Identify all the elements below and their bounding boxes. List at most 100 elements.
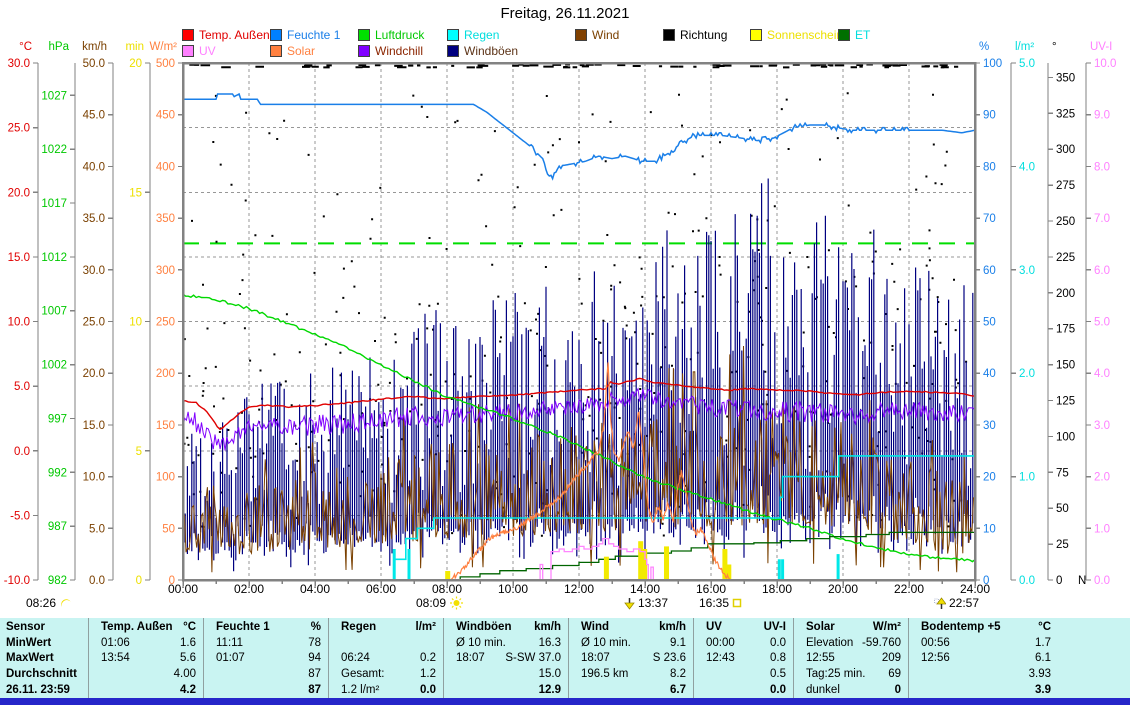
svg-text:987: 987 [48, 521, 67, 533]
table-filler-cell [1058, 635, 1130, 651]
svg-text:3.0: 3.0 [1094, 420, 1110, 432]
table-cell [328, 635, 443, 651]
svg-text:2.0: 2.0 [1019, 368, 1035, 380]
table-cell: 18:07S-SW 37.0 [443, 651, 568, 667]
moon-icon [59, 597, 73, 609]
svg-text:45.0: 45.0 [83, 110, 105, 122]
svg-text:75: 75 [1056, 467, 1069, 479]
axis-unit-label: min [125, 41, 144, 53]
rain-bars [393, 549, 840, 580]
x-axis-label: 02:00 [226, 582, 272, 596]
table-row-label: MinWert [0, 635, 88, 651]
svg-text:100: 100 [1056, 431, 1075, 443]
svg-text:300: 300 [1056, 144, 1075, 156]
svg-text:90: 90 [983, 110, 996, 122]
table-row-label: Durchschnitt [0, 666, 88, 682]
svg-text:300: 300 [156, 265, 175, 277]
arrow-down-icon [624, 597, 635, 610]
svg-text:50: 50 [1056, 503, 1069, 515]
svg-text:250: 250 [156, 317, 175, 329]
table-cell: 11:1178 [203, 635, 328, 651]
table-cell: 01:0794 [203, 651, 328, 667]
table-cell: 06:240.2 [328, 651, 443, 667]
svg-text:450: 450 [156, 110, 175, 122]
table-cell: Ø 10 min.9.1 [568, 635, 693, 651]
svg-text:4.0: 4.0 [1019, 161, 1035, 173]
svg-text:3.0: 3.0 [1019, 265, 1035, 277]
svg-text:25: 25 [1056, 539, 1069, 551]
svg-text:1.0: 1.0 [1019, 472, 1035, 484]
svg-text:60: 60 [983, 265, 996, 277]
moon-up-annotation: 22:57 [934, 596, 979, 610]
svg-text:30.0: 30.0 [8, 58, 30, 70]
table-row-label: MaxWert [0, 651, 88, 667]
table-header-cell: Feuchte 1% [203, 618, 328, 635]
svg-text:0.0: 0.0 [14, 446, 30, 458]
table-header-cell: SolarW/m² [793, 618, 908, 635]
table-cell: 13:545.6 [88, 651, 203, 667]
svg-text:350: 350 [156, 213, 175, 225]
svg-text:25.0: 25.0 [8, 123, 30, 135]
svg-text:50: 50 [162, 523, 175, 535]
svg-text:0.0: 0.0 [1019, 575, 1035, 587]
svg-text:20: 20 [129, 58, 142, 70]
svg-text:50.0: 50.0 [83, 58, 105, 70]
axis-unit-label: ° [1052, 41, 1057, 53]
svg-text:175: 175 [1056, 324, 1075, 336]
svg-text:4.0: 4.0 [1094, 368, 1110, 380]
axis-unit-label: km/h [82, 41, 107, 53]
table-row-label: Sensor [0, 618, 88, 635]
table-cell: Tag:25 min.69 [793, 666, 908, 682]
svg-text:10: 10 [983, 523, 996, 535]
sunset-annotation: 16:35 [699, 596, 742, 610]
svg-text:-10.0: -10.0 [4, 575, 30, 587]
table-cell: 12:430.8 [693, 651, 793, 667]
moon-down-time: 13:37 [638, 596, 668, 610]
svg-text:30: 30 [983, 420, 996, 432]
svg-text:9.0: 9.0 [1094, 110, 1110, 122]
x-axis-label: 24:00 [952, 582, 998, 596]
wind-direction-scatter [184, 64, 977, 537]
svg-text:1017: 1017 [41, 198, 67, 210]
sunrise-annotation: 08:09 [416, 596, 464, 610]
svg-text:10: 10 [129, 317, 142, 329]
svg-text:100: 100 [983, 58, 1002, 70]
svg-text:25.0: 25.0 [83, 317, 105, 329]
svg-text:0: 0 [136, 575, 142, 587]
table-cell: Elevation-59.760 [793, 635, 908, 651]
table-header-cell: Windböenkm/h [443, 618, 568, 635]
axis-unit-label: W/m² [150, 41, 178, 53]
svg-text:1007: 1007 [41, 306, 67, 318]
moonset-time: 08:26 [26, 596, 56, 610]
x-axis-label: 22:00 [886, 582, 932, 596]
svg-text:500: 500 [156, 58, 175, 70]
table-cell: 87 [203, 666, 328, 682]
x-axis-label: 00:00 [160, 582, 206, 596]
svg-text:150: 150 [1056, 360, 1075, 372]
arrow-up-icon [934, 597, 946, 610]
svg-text:997: 997 [48, 413, 67, 425]
table-header-cell: Regenl/m² [328, 618, 443, 635]
axis-UVI: 10.09.08.07.06.05.04.03.02.01.00.0UV-I [1086, 41, 1116, 587]
table-cell: 0.0 [693, 682, 793, 699]
axis-: 1009080706050403020100% [975, 41, 1002, 587]
svg-text:400: 400 [156, 161, 175, 173]
svg-text:10.0: 10.0 [1094, 58, 1116, 70]
table-cell: dunkel0 [793, 682, 908, 699]
table-cell: 00:000.0 [693, 635, 793, 651]
svg-text:40.0: 40.0 [83, 161, 105, 173]
svg-text:20: 20 [983, 472, 996, 484]
table-cell: 196.5 km8.2 [568, 666, 693, 682]
sunset-square-icon [732, 598, 742, 608]
svg-text:15: 15 [129, 187, 142, 199]
svg-text:15.0: 15.0 [8, 252, 30, 264]
axis-unit-label: UV-I [1090, 41, 1112, 53]
svg-text:20.0: 20.0 [8, 187, 30, 199]
x-axis-label: 08:00 [424, 582, 470, 596]
svg-text:275: 275 [1056, 180, 1075, 192]
table-cell: 12:566.1 [908, 651, 1058, 667]
sunset-time: 16:35 [699, 596, 729, 610]
svg-text:2.0: 2.0 [1094, 472, 1110, 484]
svg-text:200: 200 [1056, 288, 1075, 300]
svg-text:7.0: 7.0 [1094, 213, 1110, 225]
